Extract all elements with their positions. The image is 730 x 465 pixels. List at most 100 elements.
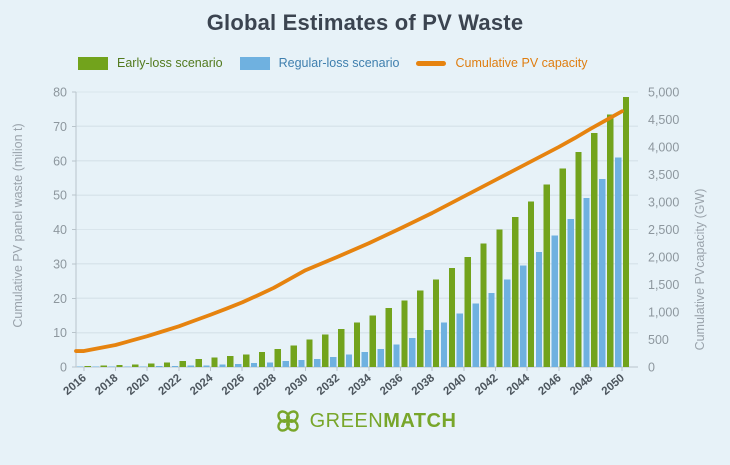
- bar-regular-2046: [551, 235, 558, 367]
- bar-early-2042: [496, 229, 503, 367]
- bar-regular-2049: [599, 178, 606, 367]
- bar-regular-2032: [330, 357, 337, 367]
- bar-early-2028: [274, 349, 281, 367]
- legend-label-regular-loss: Regular-loss scenario: [278, 56, 400, 70]
- x-axis-year-label: 2024: [188, 372, 216, 398]
- bar-regular-2028: [266, 362, 274, 367]
- bar-early-2020: [148, 363, 155, 367]
- bar-regular-2021: [155, 366, 163, 367]
- left-axis-tick-label: 0: [60, 361, 67, 375]
- bar-regular-2026: [235, 363, 242, 367]
- bar-regular-2022: [171, 365, 179, 367]
- capacity-line-swatch-icon: [416, 60, 447, 66]
- bar-early-2027: [258, 351, 266, 367]
- left-axis-tick-label: 70: [53, 120, 67, 134]
- x-axis-year-label: 2044: [505, 372, 533, 398]
- right-axis-tick-label: 4,500: [648, 113, 679, 127]
- bar-early-2025: [227, 356, 234, 367]
- chart-title: Global Estimates of PV Waste: [206, 10, 524, 35]
- bar-early-2043: [512, 216, 519, 367]
- bar-early-2039: [448, 268, 456, 367]
- left-axis-tick-label: 60: [53, 154, 67, 168]
- bar-early-2016: [84, 365, 92, 367]
- bar-regular-2034: [361, 352, 369, 367]
- x-axis-year-label: 2040: [441, 372, 468, 398]
- x-axis-year-label: 2022: [156, 372, 183, 398]
- bar-early-2035: [385, 307, 392, 367]
- x-axis-year-label: 2036: [378, 372, 405, 398]
- legend-item-capacity: Cumulative PV capacity: [416, 56, 588, 70]
- bar-early-2040: [464, 257, 471, 367]
- bar-regular-2031: [314, 358, 321, 367]
- x-axis-year-label: 2042: [473, 372, 500, 398]
- left-axis-tick-label: 10: [53, 326, 67, 340]
- bar-early-2045: [543, 184, 551, 367]
- bar-early-2024: [211, 357, 218, 367]
- legend-item-regular-loss: Regular-loss scenario: [239, 56, 400, 70]
- bar-regular-2045: [535, 252, 543, 367]
- bar-early-2026: [243, 354, 250, 367]
- bar-regular-2023: [187, 365, 194, 367]
- bar-early-2021: [163, 362, 171, 367]
- left-axis-tick-label: 30: [53, 257, 67, 271]
- bar-regular-2019: [124, 366, 131, 367]
- right-axis-tick-label: 5,000: [648, 86, 679, 100]
- right-axis-tick-label: 0: [648, 361, 655, 375]
- bar-regular-2044: [520, 265, 527, 367]
- bar-early-2018: [116, 365, 123, 367]
- bar-regular-2030: [298, 360, 305, 367]
- bar-early-2041: [480, 243, 487, 367]
- bar-regular-2035: [377, 348, 384, 367]
- x-axis-year-label: 2050: [600, 372, 627, 398]
- bar-early-2030: [306, 339, 313, 367]
- left-axis-title: Cumulative PV panel waste (milion t): [11, 123, 25, 327]
- capacity-line: [74, 109, 624, 353]
- right-axis-tick-label: 3,000: [648, 196, 679, 210]
- bar-regular-2029: [282, 361, 289, 367]
- logo-text-match: MATCH: [383, 409, 457, 432]
- right-axis-tick-label: 2,000: [648, 251, 679, 265]
- bar-early-2049: [607, 114, 614, 367]
- bar-early-2033: [353, 322, 361, 367]
- left-axis-tick-label: 20: [53, 292, 67, 306]
- bar-regular-2033: [345, 354, 353, 367]
- bar-regular-2040: [456, 313, 463, 367]
- bar-regular-2050: [614, 157, 622, 367]
- bar-early-2032: [337, 328, 345, 367]
- left-axis-tick-label: 50: [53, 189, 67, 203]
- x-axis-year-label: 2018: [93, 372, 121, 398]
- legend-label-capacity: Cumulative PV capacity: [455, 56, 588, 70]
- legend-item-early-loss: Early-loss scenario: [78, 56, 223, 70]
- bar-regular-2020: [140, 366, 147, 367]
- left-axis-tick-label: 40: [53, 223, 67, 237]
- right-axis-tick-label: 3,500: [648, 168, 679, 182]
- chart-legend: Early-loss scenario Regular-loss scenari…: [78, 56, 588, 70]
- bar-early-2047: [575, 151, 582, 367]
- right-axis-tick-label: 2,500: [648, 223, 679, 237]
- bar-early-2046: [559, 168, 566, 367]
- bar-regular-2037: [409, 337, 416, 367]
- bar-regular-2038: [425, 330, 432, 367]
- bar-regular-2025: [219, 364, 226, 367]
- bar-early-2019: [132, 364, 139, 367]
- x-axis-year-label: 2016: [62, 372, 89, 398]
- bar-early-2044: [527, 201, 535, 367]
- bar-regular-2039: [440, 322, 448, 367]
- legend-label-early-loss: Early-loss scenario: [117, 56, 223, 70]
- bar-early-2038: [432, 279, 440, 367]
- greenmatch-logo: GREENMATCH: [0, 407, 730, 435]
- bar-regular-2027: [250, 363, 258, 367]
- bar-early-2037: [417, 290, 424, 367]
- bar-early-2031: [322, 334, 329, 367]
- bar-early-2022: [179, 360, 186, 367]
- right-axis-tick-label: 1,000: [648, 306, 679, 320]
- x-axis-year-label: 2038: [410, 372, 438, 398]
- right-axis-tick-label: 4,000: [648, 141, 679, 155]
- clover-icon: [276, 410, 299, 432]
- bar-early-2048: [591, 132, 598, 367]
- x-axis-year-label: 2026: [220, 372, 247, 398]
- logo-text-green: GREEN: [309, 409, 384, 432]
- right-axis-title: Cumulative PVcapacity (GW): [693, 189, 707, 351]
- bar-regular-2024: [203, 365, 210, 367]
